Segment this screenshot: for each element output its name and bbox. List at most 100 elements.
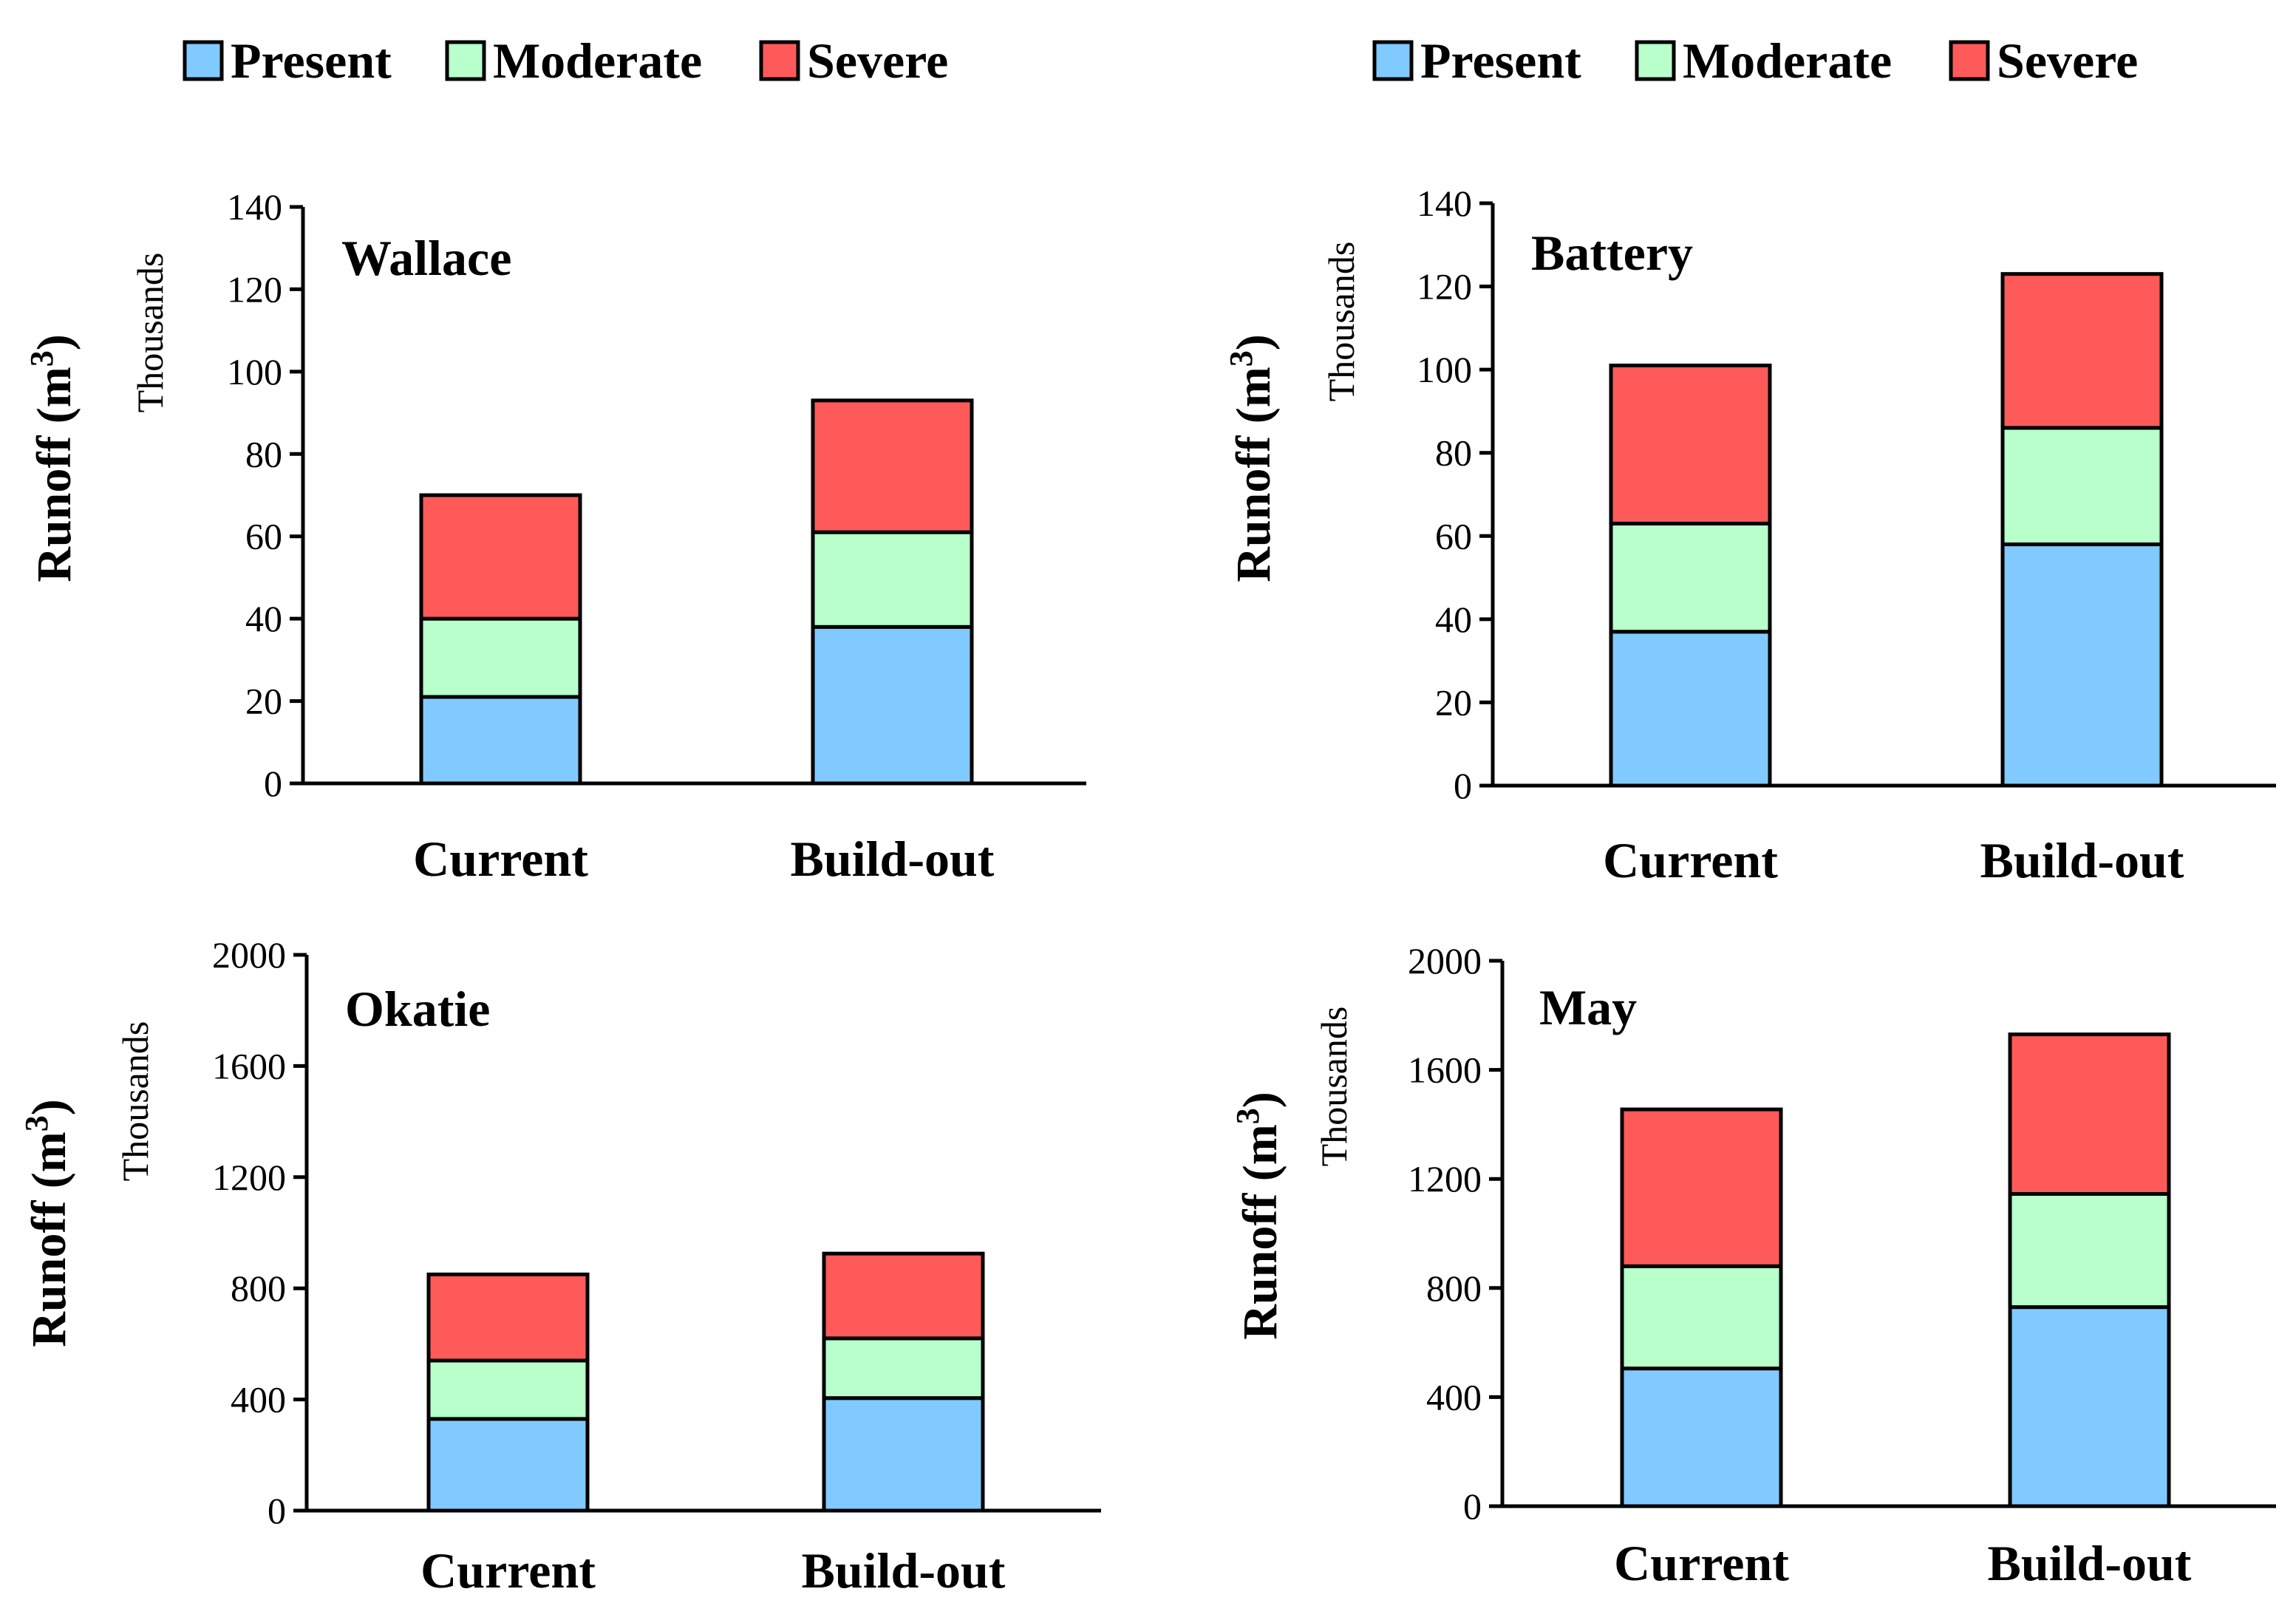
y-unit-label: Thousands xyxy=(1321,242,1362,402)
y-tick-label: 60 xyxy=(1435,515,1472,557)
legend-swatch-moderate xyxy=(445,40,486,81)
x-category-label: Current xyxy=(1603,832,1778,888)
bar-build-out-severe xyxy=(2000,272,2164,430)
y-axis-title-superscript: 3 xyxy=(24,350,60,367)
y-axis-title-text: Runoff (m xyxy=(27,367,81,582)
legend-label-present: Present xyxy=(231,33,392,89)
legend-1: Present Moderate Severe xyxy=(183,33,948,89)
x-category-label: Build-out xyxy=(1980,832,2184,888)
chart-title: May xyxy=(1539,979,1637,1035)
y-axis-title-superscript: 3 xyxy=(18,1115,55,1131)
bar-current-severe xyxy=(426,1272,590,1363)
bar-build-out-present xyxy=(811,624,974,786)
y-tick-label: 100 xyxy=(1417,349,1472,390)
x-category-label: Build-out xyxy=(802,1542,1006,1599)
y-axis-title-close: ) xyxy=(27,334,81,350)
y-tick-label: 1600 xyxy=(212,1045,286,1086)
y-tick-label: 140 xyxy=(227,186,282,228)
chart-okatie: 0 400 800 1200 1600 2000 Current Build-out Okati… xyxy=(18,934,1101,1599)
bar-current-moderate xyxy=(426,1358,590,1421)
y-tick-label: 400 xyxy=(231,1379,286,1420)
y-tick-label: 120 xyxy=(227,268,282,310)
bar-build-out-severe xyxy=(2008,1032,2171,1196)
y-axis-title: Runoff (m3) xyxy=(1230,1092,1287,1339)
chart-battery: 0 20 40 60 80 100 120 140 Current Build-out Batter… xyxy=(1223,183,2276,888)
y-tick-label: 2000 xyxy=(212,934,286,976)
y-tick-label: 2000 xyxy=(1408,940,1482,981)
y-axis-title-close: ) xyxy=(1227,334,1281,350)
x-category-label: Build-out xyxy=(1988,1535,2192,1591)
y-tick-label: 800 xyxy=(231,1267,286,1309)
y-tick-label: 0 xyxy=(1454,765,1472,806)
legend-2: Present Moderate Severe xyxy=(1372,33,2138,89)
y-tick-label: 1200 xyxy=(1408,1158,1482,1199)
x-category-label: Current xyxy=(413,831,588,887)
bar-current-present xyxy=(419,695,582,786)
bar-build-out-present xyxy=(822,1396,985,1513)
y-axis-title-superscript: 3 xyxy=(1230,1108,1266,1124)
legend-swatch-severe xyxy=(1949,40,1990,81)
y-tick-label: 120 xyxy=(1417,266,1472,307)
bar-build-out-moderate xyxy=(2008,1191,2171,1310)
bar-build-out-moderate xyxy=(811,530,974,629)
y-tick-label: 0 xyxy=(1463,1485,1482,1527)
legend-swatch-moderate xyxy=(1635,40,1676,81)
chart-title: Wallace xyxy=(341,230,511,286)
bar-build-out-present xyxy=(2008,1305,2171,1508)
y-tick-label: 20 xyxy=(1435,681,1472,723)
bar-current-severe xyxy=(419,493,582,621)
bar-current-moderate xyxy=(419,616,582,699)
bar-current-present xyxy=(426,1417,590,1513)
chart-title: Battery xyxy=(1531,225,1693,281)
y-tick-label: 800 xyxy=(1426,1267,1482,1309)
x-category-label: Current xyxy=(1614,1535,1789,1591)
y-axis-title: Runoff (m3) xyxy=(1223,334,1281,582)
bar-current-moderate xyxy=(1620,1264,1783,1371)
y-unit-label: Thousands xyxy=(1313,1007,1355,1167)
y-tick-label: 40 xyxy=(245,598,282,639)
y-tick-label: 80 xyxy=(245,433,282,474)
y-axis-title-close: ) xyxy=(22,1099,76,1115)
y-axis-title-text: Runoff (m xyxy=(1227,367,1281,582)
y-tick-label: 80 xyxy=(1435,432,1472,474)
y-tick-label: 1600 xyxy=(1408,1049,1482,1091)
bar-build-out-severe xyxy=(822,1251,985,1341)
bar-current-severe xyxy=(1609,364,1772,525)
bar-build-out-severe xyxy=(811,398,974,534)
y-tick-label: 0 xyxy=(268,1490,286,1531)
legend-label-present: Present xyxy=(1420,33,1581,89)
y-tick-label: 140 xyxy=(1417,183,1472,224)
y-tick-label: 0 xyxy=(264,763,282,804)
y-tick-label: 1200 xyxy=(212,1157,286,1198)
chart-title: Okatie xyxy=(345,981,490,1037)
y-tick-label: 400 xyxy=(1426,1376,1482,1417)
bar-current-present xyxy=(1609,630,1772,788)
bar-current-present xyxy=(1620,1367,1783,1508)
x-category-label: Build-out xyxy=(791,831,995,887)
legend-swatch-present xyxy=(1372,40,1414,81)
bar-build-out-present xyxy=(2000,542,2164,788)
legend-label-moderate: Moderate xyxy=(493,33,702,89)
chart-wallace: 0 20 40 60 80 100 120 140 Current Build-out Wallac… xyxy=(24,186,1086,887)
x-category-label: Current xyxy=(420,1542,596,1599)
y-unit-label: Thousands xyxy=(129,253,171,413)
legend-label-severe: Severe xyxy=(807,33,948,89)
bar-current-severe xyxy=(1620,1107,1783,1268)
y-axis-title-text: Runoff (m xyxy=(22,1131,76,1347)
y-tick-label: 20 xyxy=(245,681,282,722)
y-tick-label: 40 xyxy=(1435,599,1472,640)
y-tick-label: 60 xyxy=(245,516,282,557)
legend-swatch-severe xyxy=(759,40,800,81)
legend-label-moderate: Moderate xyxy=(1683,33,1892,89)
y-unit-label: Thousands xyxy=(115,1021,156,1182)
bar-build-out-moderate xyxy=(2000,426,2164,547)
y-axis-title-superscript: 3 xyxy=(1223,350,1259,367)
y-axis-title-text: Runoff (m xyxy=(1233,1124,1287,1340)
y-axis-title-close: ) xyxy=(1233,1092,1287,1108)
bar-current-moderate xyxy=(1609,521,1772,634)
y-axis-title: Runoff (m3) xyxy=(24,334,81,582)
legend-swatch-present xyxy=(183,40,224,81)
y-axis-title: Runoff (m3) xyxy=(18,1099,76,1347)
bar-build-out-moderate xyxy=(822,1336,985,1401)
